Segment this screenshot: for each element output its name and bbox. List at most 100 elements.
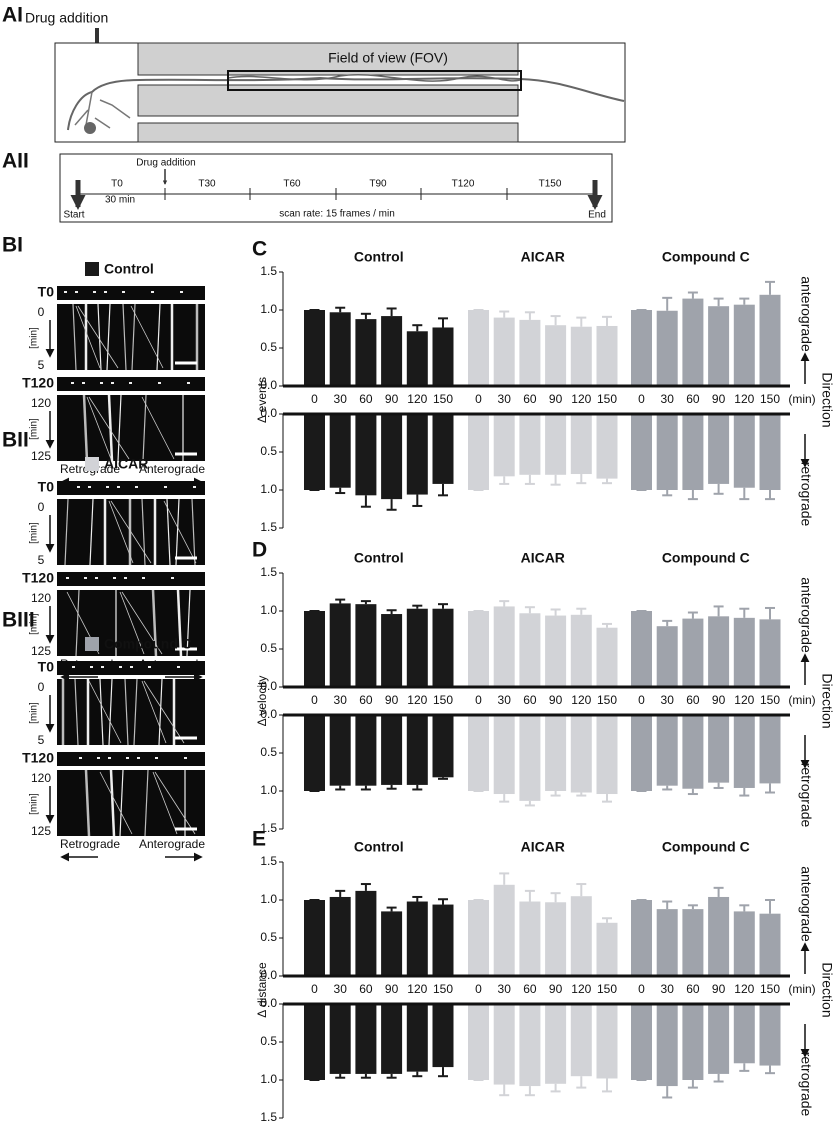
panel-label: BI <box>2 234 23 257</box>
kymograph <box>57 304 205 370</box>
drug-addition-label: Drug addition <box>25 10 108 26</box>
kymograph <box>57 679 205 745</box>
snapshot-dot <box>79 757 82 759</box>
x-tick-label: 90 <box>712 982 726 996</box>
group-title: AICAR <box>521 550 565 566</box>
x-tick-label: 90 <box>385 982 399 996</box>
bar <box>304 715 325 791</box>
bar <box>329 312 351 386</box>
time-label: T0 <box>38 284 55 300</box>
kymo-track <box>72 303 77 371</box>
bar <box>759 414 781 490</box>
bar <box>519 1004 541 1087</box>
legend-swatch <box>85 457 99 471</box>
bar <box>329 603 351 687</box>
y-axis-label: Δ distance <box>255 962 269 1018</box>
kymo-track <box>75 305 101 369</box>
snapshot-dot <box>106 486 109 488</box>
x-tick-label: 0 <box>311 982 318 996</box>
bar <box>733 617 755 687</box>
panels: T0 T30 T60 T90 T120 T150 BI Control T0 0 5 [min] T12… <box>2 179 835 1124</box>
bar <box>304 414 325 490</box>
bar <box>545 902 567 976</box>
axon <box>227 74 521 82</box>
kymo-track <box>141 396 175 460</box>
kymo-track <box>117 394 122 462</box>
bar <box>656 1004 678 1087</box>
kymo-track <box>107 394 114 462</box>
bar <box>682 715 704 789</box>
snapshot-dot <box>137 757 140 759</box>
kymo-track <box>156 303 161 371</box>
direction-right: Anterograde <box>139 837 205 851</box>
x-unit: (min) <box>788 982 815 996</box>
bar <box>570 614 592 687</box>
bar <box>381 614 403 687</box>
kymo-track <box>97 303 102 371</box>
snapshot <box>57 572 205 586</box>
bar <box>329 896 351 976</box>
x-tick-label: 90 <box>712 392 726 406</box>
direction-left: Retrograde <box>60 837 120 851</box>
snapshot-dot <box>155 757 158 759</box>
kymo-track <box>144 769 149 837</box>
bar <box>570 896 592 976</box>
direction-label: Direction <box>819 372 835 427</box>
bar <box>631 1004 652 1080</box>
bar <box>733 304 755 386</box>
group-title: Compound C <box>662 839 750 855</box>
axis-unit: [min] <box>29 418 40 440</box>
bar <box>432 904 454 976</box>
snapshot-dot <box>124 577 127 579</box>
y-tick-label: 0.0 <box>260 378 277 392</box>
x-tick-label: 60 <box>523 392 537 406</box>
x-unit: (min) <box>788 693 815 707</box>
kymo-track <box>122 303 127 371</box>
snapshot-dot <box>71 382 74 384</box>
time-start: 120 <box>31 771 51 785</box>
bar <box>355 890 377 976</box>
bar <box>570 1004 592 1077</box>
x-tick-label: 60 <box>686 693 700 707</box>
x-tick-label: 90 <box>549 982 563 996</box>
snapshot-dot <box>84 577 87 579</box>
bar <box>493 715 515 795</box>
x-tick-label: 0 <box>475 982 482 996</box>
snapshot-dot <box>171 577 174 579</box>
bar <box>468 715 489 791</box>
kymo-track <box>86 396 112 460</box>
x-tick-label: 120 <box>407 982 427 996</box>
axis-unit: [min] <box>29 793 40 815</box>
x-tick-label: 150 <box>597 392 617 406</box>
kymo-track <box>108 500 134 564</box>
time-end: 125 <box>31 824 51 838</box>
kymo-track <box>109 769 116 837</box>
x-tick-label: 60 <box>359 982 373 996</box>
x-tick-label: 30 <box>334 982 348 996</box>
time-end: 125 <box>31 449 51 463</box>
bar <box>355 715 377 786</box>
bar <box>631 414 652 490</box>
bar <box>656 715 678 786</box>
bar <box>596 325 618 386</box>
y-tick-label: 0.5 <box>260 930 277 944</box>
x-tick-label: 30 <box>334 693 348 707</box>
bar <box>381 1004 403 1074</box>
y-tick-label: 0.0 <box>260 406 277 420</box>
bar <box>596 922 618 976</box>
kymo-track <box>152 771 178 835</box>
bar <box>570 414 592 475</box>
snapshot-dot <box>72 666 75 668</box>
period-label: T30 <box>198 179 216 190</box>
x-tick-label: 30 <box>498 693 512 707</box>
group-title: AICAR <box>521 249 565 265</box>
bar <box>759 619 781 687</box>
kymo-track <box>158 678 163 746</box>
x-tick-label: 0 <box>475 693 482 707</box>
kymograph <box>57 770 205 836</box>
x-tick-label: 30 <box>498 392 512 406</box>
x-tick-label: 150 <box>433 392 453 406</box>
x-tick-label: 30 <box>334 392 348 406</box>
fov-label: Field of view (FOV) <box>328 50 448 66</box>
kymo-track <box>166 498 171 566</box>
